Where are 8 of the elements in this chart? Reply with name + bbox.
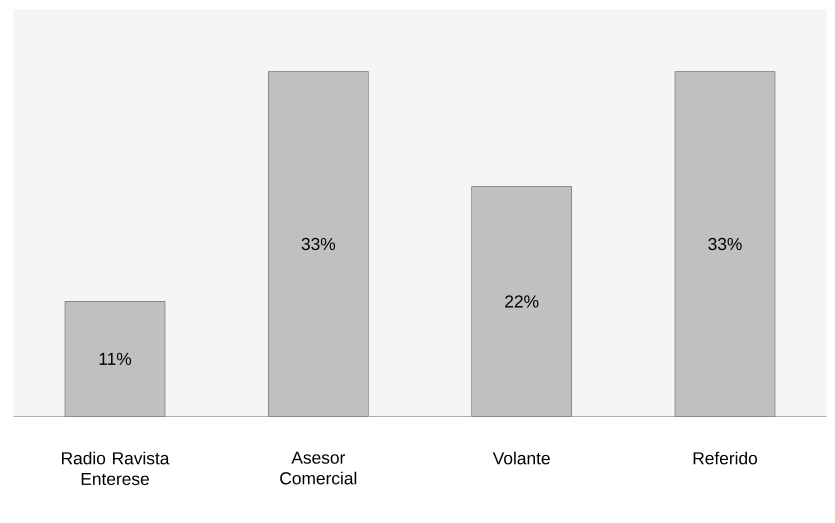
x-tick-label: Radio Ravista Enterese [62, 452, 170, 486]
data-label: 33% [708, 238, 742, 250]
data-label: 11% [100, 352, 132, 365]
x-tick-label: Volante [492, 452, 550, 464]
x-tick-label: Asesor Comercial [280, 452, 356, 484]
data-label: 33% [302, 238, 336, 250]
data-label: 22% [505, 295, 538, 308]
x-tick-label: Referido [694, 452, 758, 464]
